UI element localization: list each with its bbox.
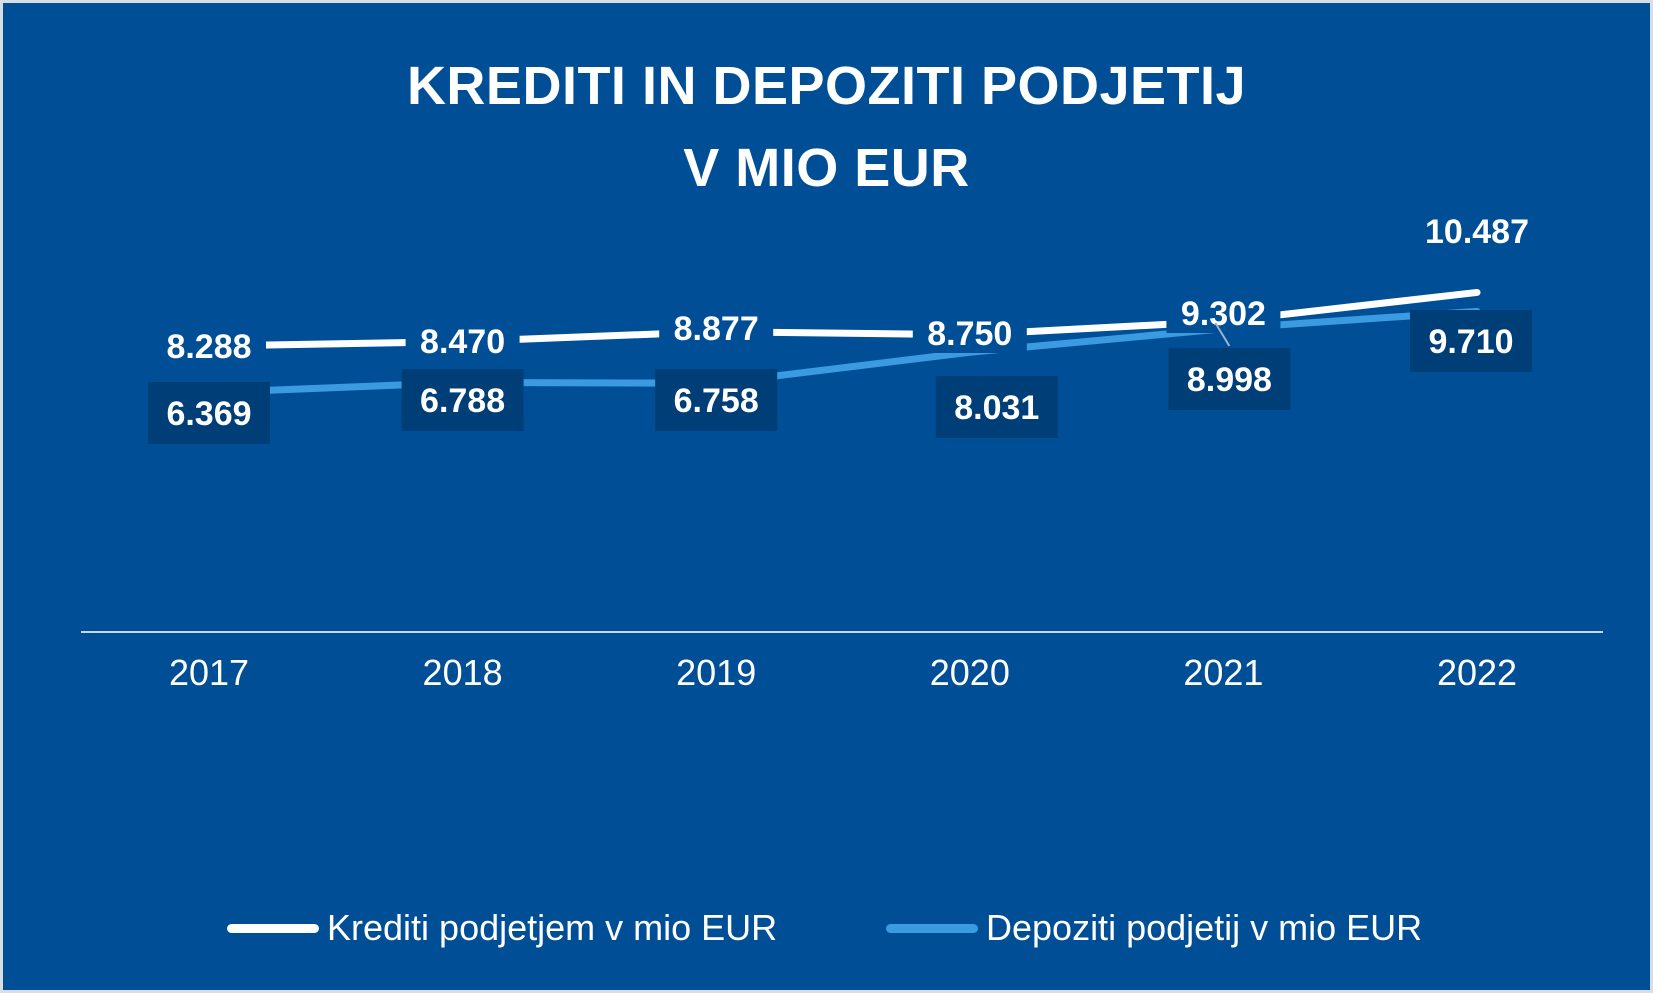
x-tick-label-2019: 2019 bbox=[676, 652, 756, 693]
legend-label-krediti: Krediti podjetjem v mio EUR bbox=[327, 907, 778, 948]
krediti-label-backing-2018 bbox=[405, 317, 520, 361]
legend-swatch-depoziti bbox=[886, 923, 978, 933]
depoziti-data-label-2020: 8.031 bbox=[954, 389, 1039, 427]
krediti-data-label-2019: 8.877 bbox=[674, 310, 759, 348]
x-tick-label-2020: 2020 bbox=[930, 652, 1010, 693]
depoziti-data-label-2019: 6.758 bbox=[674, 382, 759, 420]
krediti-label-backing-2020 bbox=[912, 309, 1027, 353]
chart-title-line-1: KREDITI IN DEPOZITI PODJETIJ bbox=[406, 56, 1247, 116]
krediti-data-label-2017: 8.288 bbox=[166, 328, 251, 366]
depoziti-label-box-2022 bbox=[1410, 310, 1532, 372]
x-tick-label-2021: 2021 bbox=[1183, 652, 1263, 693]
legend-item-krediti: Krediti podjetjem v mio EUR bbox=[227, 903, 777, 953]
krediti-data-label-2021: 9.302 bbox=[1181, 295, 1266, 333]
chart-title-line-2: V MIO EUR bbox=[683, 138, 970, 198]
krediti-label-backing-2019 bbox=[659, 304, 774, 348]
depoziti-data-label-2017: 6.369 bbox=[166, 395, 251, 433]
krediti-label-backing-2017 bbox=[152, 322, 266, 366]
depoziti-data-label-2021: 8.998 bbox=[1187, 361, 1272, 399]
krediti-data-label-2022: 10.487 bbox=[1425, 213, 1529, 251]
depoziti-leader-line-2021 bbox=[1214, 322, 1231, 347]
legend-item-depoziti: Depoziti podjetij v mio EUR bbox=[886, 903, 1422, 953]
line-chart: 2017 2018 2019 2020 2021 2022 8.288 8.470 8.877 8… bbox=[81, 213, 1603, 693]
x-tick-label-2022: 2022 bbox=[1437, 652, 1517, 693]
depoziti-data-label-2022: 9.710 bbox=[1428, 323, 1513, 361]
x-tick-label-2018: 2018 bbox=[423, 652, 503, 693]
depoziti-label-box-2019 bbox=[655, 369, 778, 431]
depoziti-label-box-2018 bbox=[401, 369, 524, 431]
krediti-data-label-2018: 8.470 bbox=[420, 323, 505, 361]
legend-label-depoziti: Depoziti podjetij v mio EUR bbox=[986, 907, 1423, 948]
depoziti-label-box-2017 bbox=[148, 382, 270, 444]
krediti-data-label-2020: 8.750 bbox=[927, 315, 1012, 353]
depoziti-label-box-2021 bbox=[1168, 348, 1291, 410]
legend-swatch-krediti bbox=[227, 923, 319, 933]
x-tick-label-2017: 2017 bbox=[169, 652, 249, 693]
depoziti-data-label-2018: 6.788 bbox=[420, 382, 505, 420]
series-line-krediti bbox=[205, 288, 1481, 350]
depoziti-label-box-2020 bbox=[935, 376, 1058, 438]
krediti-label-backing-2021 bbox=[1166, 289, 1281, 333]
